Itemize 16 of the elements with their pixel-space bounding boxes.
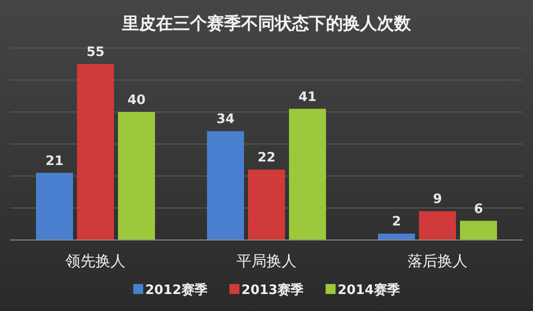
- data-label: 6: [474, 202, 484, 217]
- data-label: 34: [216, 112, 235, 128]
- legend-label: 2012赛季: [145, 282, 208, 298]
- data-label: 22: [257, 150, 276, 166]
- chart-title: 里皮在三个赛季不同状态下的换人次数: [121, 14, 412, 34]
- data-label: 40: [127, 93, 146, 108]
- data-label: 2: [392, 214, 402, 230]
- data-label: 41: [298, 90, 317, 105]
- x-tick-label: 领先换人: [66, 252, 126, 270]
- legend-label: 2013赛季: [241, 282, 304, 298]
- data-label: 55: [86, 45, 105, 60]
- legend-label: 2014赛季: [338, 282, 400, 298]
- data-label: 21: [45, 154, 64, 169]
- x-tick-label: 落后换人: [408, 252, 468, 270]
- data-label: 9: [432, 192, 442, 208]
- x-tick-label: 平局换人: [236, 252, 296, 270]
